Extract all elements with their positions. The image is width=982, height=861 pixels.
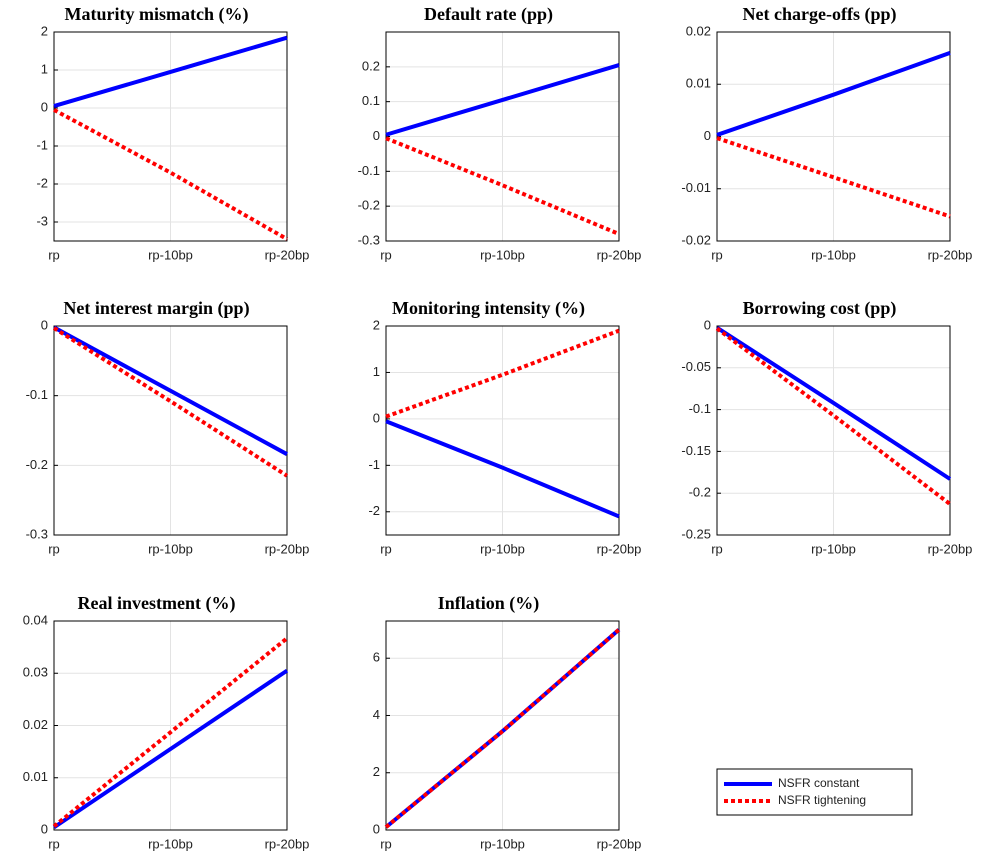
- y-tick-label: 0.2: [362, 58, 380, 73]
- axes-box: [385, 31, 620, 242]
- x-tick-label: rp-10bp: [480, 541, 525, 556]
- x-tick-label: rp-20bp: [265, 541, 310, 556]
- chart-title: Default rate (pp): [424, 4, 553, 25]
- series-line: [53, 35, 288, 109]
- y-tick-label: 0.02: [686, 23, 711, 38]
- y-tick-label: 0.03: [23, 665, 48, 680]
- y-tick-label: -0.02: [681, 232, 711, 247]
- y-tick-label: 0: [373, 128, 380, 143]
- y-tick-label: 0: [373, 410, 380, 425]
- x-tick-label: rp-10bp: [811, 541, 856, 556]
- x-tick-label: rp-20bp: [597, 541, 642, 556]
- x-tick-label: rp: [48, 541, 60, 556]
- y-tick-label: -0.1: [26, 387, 48, 402]
- chart-title: Net interest margin (pp): [63, 298, 249, 319]
- axes-box: [385, 325, 620, 536]
- axes-box: [716, 325, 951, 536]
- y-tick-label: 0: [41, 821, 48, 836]
- x-tick-label: rp-10bp: [148, 247, 193, 262]
- legend-label: NSFR constant: [778, 776, 860, 790]
- y-tick-label: -0.3: [26, 526, 48, 541]
- x-tick-label: rp-20bp: [928, 541, 973, 556]
- y-tick-label: -0.1: [358, 163, 380, 178]
- x-tick-label: rp: [380, 541, 392, 556]
- y-tick-label: -2: [36, 175, 48, 190]
- y-tick-label: 0: [41, 317, 48, 332]
- y-tick-label: -0.3: [358, 232, 380, 247]
- y-tick-label: 0: [704, 128, 711, 143]
- y-tick-label: -0.05: [681, 359, 711, 374]
- series-line: [52, 636, 289, 828]
- x-tick-label: rp: [48, 247, 60, 262]
- series-line: [716, 136, 951, 219]
- chart-title: Borrowing cost (pp): [743, 298, 897, 319]
- axes-box: [53, 31, 288, 242]
- y-tick-label: 2: [373, 764, 380, 779]
- chart-title: Monitoring intensity (%): [392, 298, 585, 319]
- series-line: [384, 628, 621, 829]
- x-tick-label: rp: [711, 247, 723, 262]
- series-line: [53, 325, 288, 456]
- y-tick-label: -0.25: [681, 526, 711, 541]
- y-tick-label: 1: [41, 61, 48, 76]
- axes-box: [716, 31, 951, 242]
- x-tick-label: rp-20bp: [597, 836, 642, 851]
- y-tick-label: 0: [373, 821, 380, 836]
- chart-title: Maturity mismatch (%): [65, 4, 249, 25]
- series-line: [52, 326, 289, 478]
- y-tick-label: 0.01: [23, 769, 48, 784]
- series-line: [715, 325, 952, 481]
- x-tick-label: rp-10bp: [480, 247, 525, 262]
- series-line: [385, 63, 620, 137]
- y-tick-label: 1: [373, 364, 380, 379]
- y-tick-label: 0: [704, 317, 711, 332]
- series-line: [52, 668, 289, 830]
- y-tick-label: -1: [368, 457, 380, 472]
- y-tick-label: -0.15: [681, 443, 711, 458]
- chart-title: Real investment (%): [78, 593, 236, 614]
- y-tick-label: 0.02: [23, 717, 48, 732]
- y-tick-label: 6: [373, 650, 380, 665]
- x-tick-label: rp-10bp: [148, 836, 193, 851]
- y-tick-label: 0.04: [23, 612, 48, 627]
- y-tick-label: -0.2: [26, 457, 48, 472]
- chart-title: Inflation (%): [438, 593, 540, 614]
- legend: [716, 768, 913, 816]
- x-tick-label: rp-20bp: [597, 247, 642, 262]
- y-tick-label: -0.1: [689, 401, 711, 416]
- chart-title: Net charge-offs (pp): [743, 4, 897, 25]
- series-line: [716, 51, 951, 137]
- x-tick-label: rp-10bp: [480, 836, 525, 851]
- y-tick-label: 4: [373, 707, 380, 722]
- series-line: [53, 108, 288, 241]
- y-tick-label: 0: [41, 99, 48, 114]
- x-tick-label: rp-20bp: [928, 247, 973, 262]
- y-tick-label: 0.1: [362, 93, 380, 108]
- x-tick-label: rp-20bp: [265, 247, 310, 262]
- x-tick-label: rp-20bp: [265, 836, 310, 851]
- y-tick-label: -0.01: [681, 180, 711, 195]
- x-tick-label: rp: [380, 836, 392, 851]
- y-tick-label: -2: [368, 503, 380, 518]
- x-tick-label: rp-10bp: [811, 247, 856, 262]
- y-tick-label: 2: [41, 23, 48, 38]
- y-tick-label: -0.2: [689, 485, 711, 500]
- y-tick-label: -0.2: [358, 198, 380, 213]
- legend-label: NSFR tightening: [778, 793, 866, 807]
- y-tick-label: -3: [36, 213, 48, 228]
- axes-box: [53, 325, 288, 536]
- axes-box: [385, 620, 620, 831]
- series-line: [385, 328, 620, 419]
- y-tick-label: -1: [36, 137, 48, 152]
- y-tick-label: 2: [373, 317, 380, 332]
- y-tick-label: 0.01: [686, 76, 711, 91]
- x-tick-label: rp: [48, 836, 60, 851]
- x-tick-label: rp: [380, 247, 392, 262]
- x-tick-label: rp-10bp: [148, 541, 193, 556]
- series-line: [385, 419, 620, 519]
- x-tick-label: rp: [711, 541, 723, 556]
- axes-box: [53, 620, 288, 831]
